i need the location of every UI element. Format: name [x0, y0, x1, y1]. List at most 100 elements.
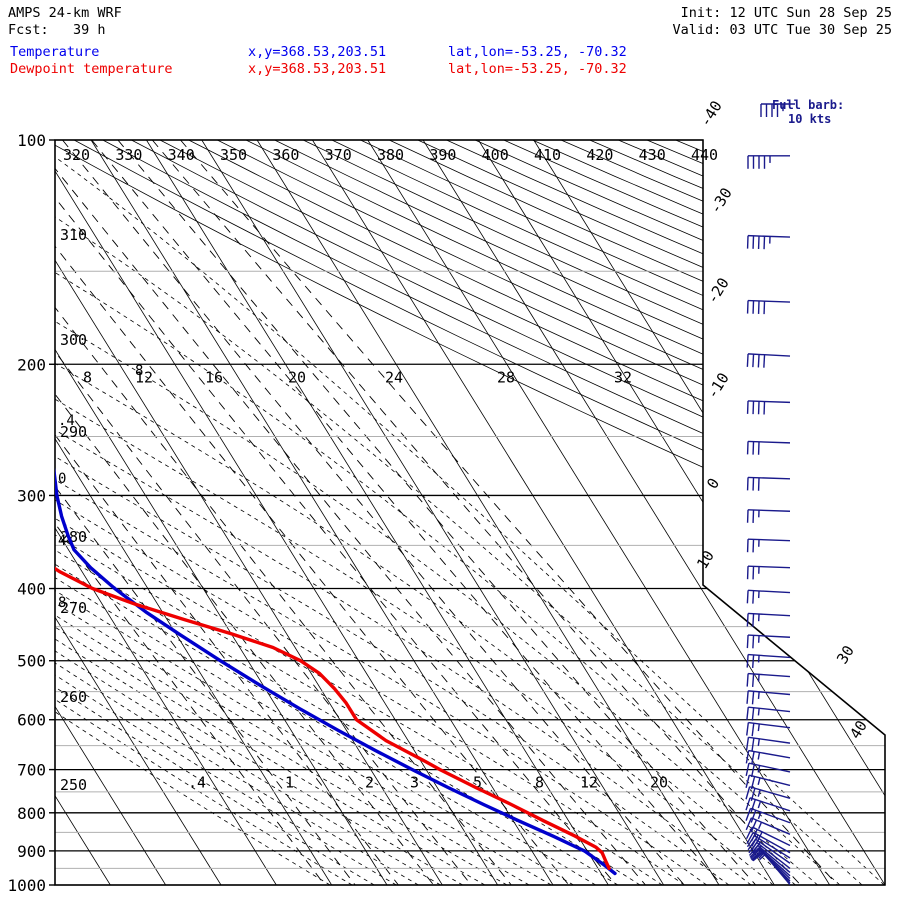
temperature-xy: x,y=368.53,203.51	[248, 44, 387, 60]
theta-top-label: 390	[429, 146, 456, 164]
isotherm-right-label: 10	[693, 547, 718, 572]
theta-labels: 320 330 340 350 360 370 380 390 400 410 420 430 4403…	[60, 146, 718, 794]
theta-w-label: 32	[614, 368, 632, 386]
pressure-axis-label: 800	[17, 804, 46, 823]
pressure-axis-label: 100	[17, 131, 46, 150]
dry-adiabat	[732, 140, 885, 885]
theta-top-label: 350	[220, 146, 247, 164]
moist-adiabat	[55, 140, 419, 885]
mixing-ratio-label: .4	[58, 413, 75, 429]
theta-left-label: 310	[60, 226, 87, 244]
isotherm-line	[256, 140, 720, 885]
model-title: AMPS 24-km WRF	[8, 5, 122, 21]
pressure-axis-label: 500	[17, 652, 46, 671]
pressure-axis-label: 300	[17, 486, 46, 505]
mixing-ratio-label: 2	[365, 774, 374, 792]
isotherm-line	[90, 140, 554, 885]
wind-barb	[745, 817, 791, 835]
isotherm-line	[146, 140, 609, 885]
wind-barb	[745, 762, 791, 778]
wind-barb-column	[745, 155, 791, 886]
dry-adiabat	[789, 140, 885, 885]
isotherm-lines	[55, 140, 885, 885]
mixing-ratio-label: 1	[285, 774, 294, 792]
wind-barb	[746, 299, 791, 315]
theta-top-label: 420	[586, 146, 613, 164]
isotherm-line	[312, 140, 775, 885]
pressure-axis-label: 600	[17, 711, 46, 730]
dry-adiabat	[875, 140, 885, 885]
theta-top-label: 340	[168, 146, 195, 164]
mixing-ratio-label: .4	[188, 774, 206, 792]
moist-adiabat	[55, 140, 463, 885]
theta-w-label: 20	[288, 368, 306, 386]
wind-barb	[745, 736, 791, 752]
isotherm-line	[422, 140, 885, 885]
isotherm-line	[55, 140, 499, 885]
dry-adiabat	[589, 140, 885, 885]
init-time: Init: 12 UTC Sun 28 Sep 25	[680, 5, 892, 21]
dewpoint-latlon: lat,lon=-53.25, -70.32	[448, 61, 627, 77]
temperature-latlon: lat,lon=-53.25, -70.32	[448, 44, 627, 60]
isotherm-right-label: 0	[703, 475, 723, 492]
dry-adiabat	[245, 140, 885, 885]
wind-barb	[746, 400, 791, 415]
moist-adiabat	[55, 140, 663, 885]
wind-barb	[746, 672, 791, 687]
dry-adiabat	[102, 140, 885, 885]
dry-adiabat	[818, 140, 885, 885]
theta-left-label: 290	[60, 423, 87, 441]
mixing-ratio-line	[55, 140, 356, 885]
theta-top-label: 360	[272, 146, 299, 164]
dry-adiabat	[675, 140, 885, 885]
mixing-ratio-label: 5	[473, 774, 482, 792]
dry-adiabat	[761, 140, 885, 885]
mixing-ratio-line	[55, 140, 646, 885]
moist-adiabat	[55, 140, 619, 885]
theta-left-label: 270	[60, 599, 87, 617]
wind-barb	[746, 706, 791, 721]
wind-barb	[746, 565, 791, 580]
mixing-ratio-label: 8	[535, 774, 544, 792]
wind-barb	[746, 589, 791, 604]
moist-adiabat	[55, 140, 885, 885]
moist-adiabat	[55, 140, 331, 885]
pressure-axis-label: 200	[17, 355, 46, 374]
pressure-axis-label: 400	[17, 580, 46, 599]
wind-barb	[746, 440, 791, 455]
pressure-axis-label: 1000	[7, 876, 46, 895]
mixing-ratio-label: 4	[58, 533, 66, 549]
isotherm-right-label: -20	[703, 275, 733, 308]
isotherm-line	[55, 140, 388, 885]
moist-adiabat	[55, 140, 818, 885]
wind-barb	[746, 612, 791, 627]
wind-barb	[746, 353, 791, 368]
temperature-legend-label: Temperature	[10, 44, 100, 60]
theta-w-label: 16	[205, 368, 223, 386]
moist-adiabat	[55, 140, 353, 885]
dry-adiabat	[360, 140, 885, 885]
pressure-axis-label: 700	[17, 761, 46, 780]
moist-adiabat	[55, 140, 796, 885]
mixing-ratio-label: 8	[135, 363, 143, 379]
mixing-ratio-label: 0	[58, 471, 66, 487]
temperature-trace	[55, 140, 617, 876]
wind-barb	[745, 797, 791, 813]
theta-w-label: 24	[385, 368, 403, 386]
theta-top-label: 410	[534, 146, 561, 164]
dry-adiabat	[503, 140, 885, 885]
isotherm-line	[55, 140, 443, 885]
wind-barb	[752, 851, 791, 886]
moist-adiabat	[55, 140, 441, 885]
mixing-ratio-line	[91, 140, 723, 885]
theta-left-label: 260	[60, 688, 87, 706]
mixing-ratio-line	[55, 140, 617, 885]
wind-barb-legend-line2: 10 kts	[788, 112, 832, 126]
isotherm-line	[367, 140, 831, 885]
dry-adiabat	[560, 140, 885, 885]
wind-barb	[746, 538, 791, 553]
wind-barb	[746, 634, 791, 649]
